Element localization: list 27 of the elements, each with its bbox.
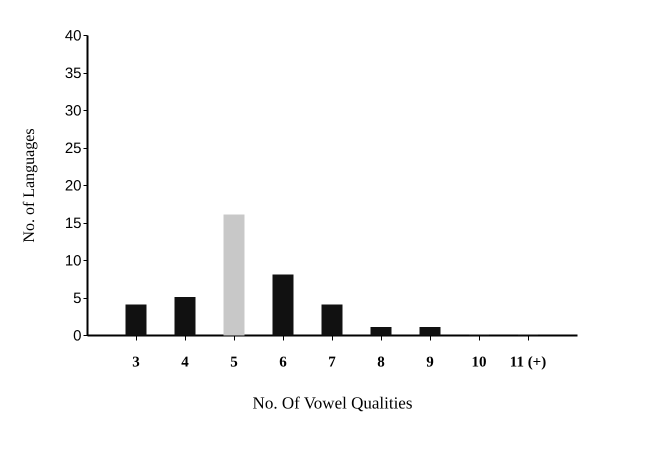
y-tick-label: 25 <box>64 140 82 157</box>
x-tick-label: 11 (+) <box>510 354 546 370</box>
y-tick-label: 0 <box>73 328 82 344</box>
y-tick-label: 40 <box>64 28 82 44</box>
y-tick-label: 15 <box>64 215 82 232</box>
y-tick-label: 5 <box>73 290 82 307</box>
bar <box>420 327 440 336</box>
bar <box>322 304 342 336</box>
y-tick-label: 35 <box>64 65 82 82</box>
x-tick-label: 5 <box>230 354 238 370</box>
y-axis-title: No. of Languages <box>20 128 38 243</box>
x-tick-label: 6 <box>279 354 288 370</box>
x-axis-title: No. Of Vowel Qualities <box>252 394 412 412</box>
y-tick-label: 20 <box>64 178 82 194</box>
x-tick-label: 7 <box>328 354 336 370</box>
x-tick-label: 3 <box>132 354 140 370</box>
bar <box>174 297 196 336</box>
x-tick-label: 8 <box>377 354 385 370</box>
bar <box>370 327 392 336</box>
x-tick-label: 9 <box>426 354 434 370</box>
bar <box>272 274 294 336</box>
y-tick-label: 10 <box>64 252 82 270</box>
bar <box>126 304 146 336</box>
bar <box>224 214 244 336</box>
x-tick-label: 10 <box>472 354 486 370</box>
x-tick-label: 4 <box>181 354 190 370</box>
y-tick-label: 30 <box>64 102 82 120</box>
